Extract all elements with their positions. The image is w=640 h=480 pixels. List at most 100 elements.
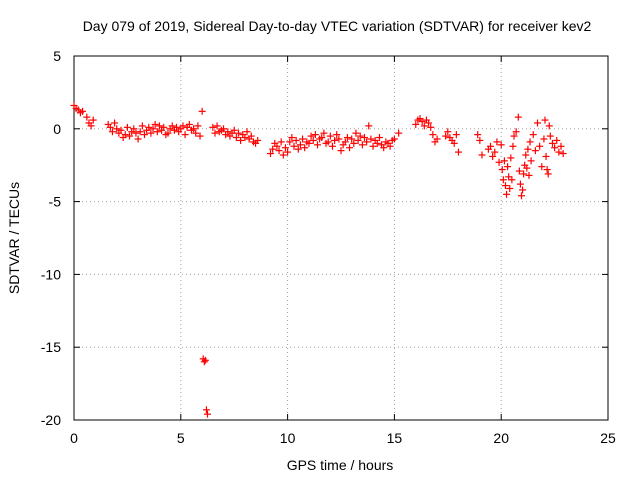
data-point bbox=[269, 145, 277, 153]
data-point bbox=[553, 136, 561, 144]
data-point bbox=[450, 139, 458, 147]
data-point bbox=[343, 134, 351, 142]
data-point bbox=[117, 126, 125, 134]
data-point bbox=[542, 152, 550, 160]
data-point bbox=[527, 157, 535, 165]
data-point bbox=[356, 132, 364, 140]
y-tick-label: 5 bbox=[53, 48, 61, 64]
data-point bbox=[301, 144, 309, 152]
data-point bbox=[153, 128, 161, 136]
data-point bbox=[474, 131, 482, 139]
data-point bbox=[337, 147, 345, 155]
data-point bbox=[390, 135, 398, 143]
data-point bbox=[89, 116, 97, 124]
data-point bbox=[232, 134, 240, 142]
data-point bbox=[281, 144, 289, 152]
data-point bbox=[149, 125, 157, 133]
data-point bbox=[106, 123, 114, 131]
data-point bbox=[243, 128, 251, 136]
data-point bbox=[292, 136, 300, 144]
data-point bbox=[155, 122, 163, 130]
data-point bbox=[196, 132, 204, 140]
data-point bbox=[418, 118, 426, 126]
data-point bbox=[522, 151, 530, 159]
data-point bbox=[168, 122, 176, 130]
data-point bbox=[354, 136, 362, 144]
data-point bbox=[493, 138, 501, 146]
data-point bbox=[273, 142, 281, 150]
data-point bbox=[531, 147, 539, 155]
data-point bbox=[386, 142, 394, 150]
data-point bbox=[412, 120, 420, 128]
data-point bbox=[138, 122, 146, 130]
data-point bbox=[275, 147, 283, 155]
data-point bbox=[204, 410, 211, 418]
x-tick-label: 15 bbox=[387, 430, 403, 446]
data-point bbox=[277, 138, 285, 146]
data-point bbox=[363, 138, 371, 146]
data-point bbox=[132, 129, 140, 137]
data-point bbox=[541, 116, 549, 124]
data-point bbox=[500, 157, 508, 165]
data-point bbox=[519, 186, 527, 194]
axis-ticks bbox=[73, 55, 609, 421]
data-point bbox=[375, 134, 383, 142]
data-point bbox=[314, 141, 322, 149]
data-point bbox=[525, 171, 533, 179]
data-point bbox=[201, 356, 209, 364]
y-tick-label: -20 bbox=[41, 412, 61, 428]
data-point bbox=[506, 184, 514, 192]
data-point bbox=[286, 138, 294, 146]
data-point bbox=[185, 120, 193, 128]
y-axis-label: SDTVAR / TECUs bbox=[6, 182, 22, 294]
data-point bbox=[140, 131, 148, 139]
data-point bbox=[557, 142, 565, 150]
data-point bbox=[320, 129, 328, 137]
data-point bbox=[341, 138, 349, 146]
data-point bbox=[509, 142, 517, 150]
y-tick-labels: 5 0 -5 -10 -15 -20 bbox=[41, 48, 61, 428]
data-point bbox=[516, 180, 524, 188]
data-point bbox=[512, 128, 520, 136]
data-point bbox=[358, 141, 366, 149]
x-tick-label: 25 bbox=[600, 430, 616, 446]
data-point bbox=[559, 150, 567, 158]
x-tick-label: 20 bbox=[493, 430, 509, 446]
y-tick-label: -10 bbox=[41, 266, 61, 282]
data-point bbox=[529, 131, 537, 139]
data-point bbox=[126, 132, 134, 140]
chart-title: Day 079 of 2019, Sidereal Day-to-day VTE… bbox=[83, 18, 592, 34]
data-point bbox=[234, 129, 242, 137]
data-point bbox=[369, 142, 377, 150]
data-point bbox=[498, 166, 506, 174]
data-point bbox=[324, 138, 332, 146]
data-point bbox=[514, 113, 522, 121]
data-point bbox=[200, 358, 208, 366]
data-point bbox=[111, 119, 119, 127]
data-point bbox=[213, 122, 221, 130]
data-point bbox=[433, 135, 441, 143]
data-point bbox=[83, 113, 91, 121]
data-point bbox=[515, 167, 523, 175]
data-point bbox=[164, 129, 172, 137]
data-point bbox=[79, 107, 87, 115]
data-point bbox=[136, 128, 144, 136]
data-point bbox=[495, 158, 503, 166]
data-point bbox=[346, 144, 354, 152]
data-point bbox=[543, 166, 551, 174]
data-point bbox=[121, 131, 129, 139]
grid-lines bbox=[74, 56, 608, 420]
data-point bbox=[373, 139, 381, 147]
data-point bbox=[134, 135, 142, 143]
data-point bbox=[181, 131, 189, 139]
data-point bbox=[209, 123, 217, 131]
data-point bbox=[508, 176, 516, 184]
data-point bbox=[360, 134, 368, 142]
data-point bbox=[237, 136, 245, 144]
data-point bbox=[294, 145, 302, 153]
data-point bbox=[520, 170, 528, 178]
data-point bbox=[335, 135, 343, 143]
data-point bbox=[526, 138, 534, 146]
data-point bbox=[247, 132, 255, 140]
